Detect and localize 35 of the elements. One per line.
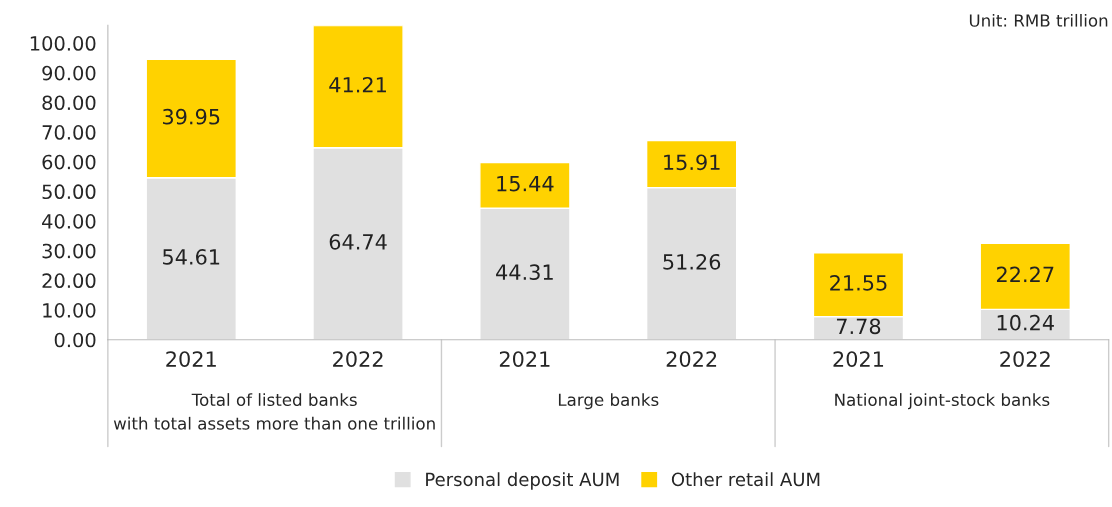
y-tick-label: 70.00 — [42, 125, 96, 140]
y-tick-label: 30.00 — [42, 243, 96, 259]
x-tick-label: 2022 — [333, 351, 383, 367]
x-tick-label: 2022 — [1000, 351, 1050, 367]
y-tick-label: 20.00 — [42, 273, 96, 289]
annotation: Unit: RMB trillion — [969, 13, 1108, 27]
data-label: 22.27 — [996, 266, 1054, 283]
text: Large banks — [558, 393, 659, 410]
y-tick-label: 0.00 — [54, 332, 96, 348]
y-tick-label: 10.00 — [43, 302, 96, 318]
data-label: 15.91 — [664, 154, 720, 171]
x-tick-label: 2021 — [833, 351, 884, 367]
y-tick-label: 50.00 — [42, 184, 96, 200]
data-label: 54.61 — [163, 249, 220, 265]
x-tick-label: 2021 — [499, 351, 550, 367]
x-tick-label: 2022 — [666, 351, 717, 367]
data-label: 51.26 — [663, 253, 721, 270]
data-label: 64.74 — [329, 233, 387, 250]
x-tick-label: 2021 — [166, 351, 216, 367]
legend-label: Personal deposit AUM — [426, 472, 619, 490]
data-label: 10.24 — [997, 314, 1054, 331]
y-tick-label: 90.00 — [42, 65, 96, 81]
data-label: 15.44 — [497, 175, 554, 192]
data-label: 44.31 — [496, 264, 553, 281]
data-label: 41.21 — [329, 76, 386, 93]
data-label: 21.55 — [830, 274, 887, 291]
data-label: 7.78 — [836, 318, 881, 335]
y-tick-label: 60.00 — [42, 154, 96, 170]
legend-label: Other retail AUM — [671, 472, 820, 487]
y-tick-label: 80.00 — [42, 95, 96, 111]
text: Total of listed banks with total assets more than one trillion — [113, 393, 435, 430]
y-tick-label: 40.00 — [42, 214, 96, 229]
data-label: 39.95 — [163, 108, 220, 125]
y-tick-label: 100.00 — [30, 36, 96, 51]
text: National joint-stock banks — [835, 393, 1050, 410]
